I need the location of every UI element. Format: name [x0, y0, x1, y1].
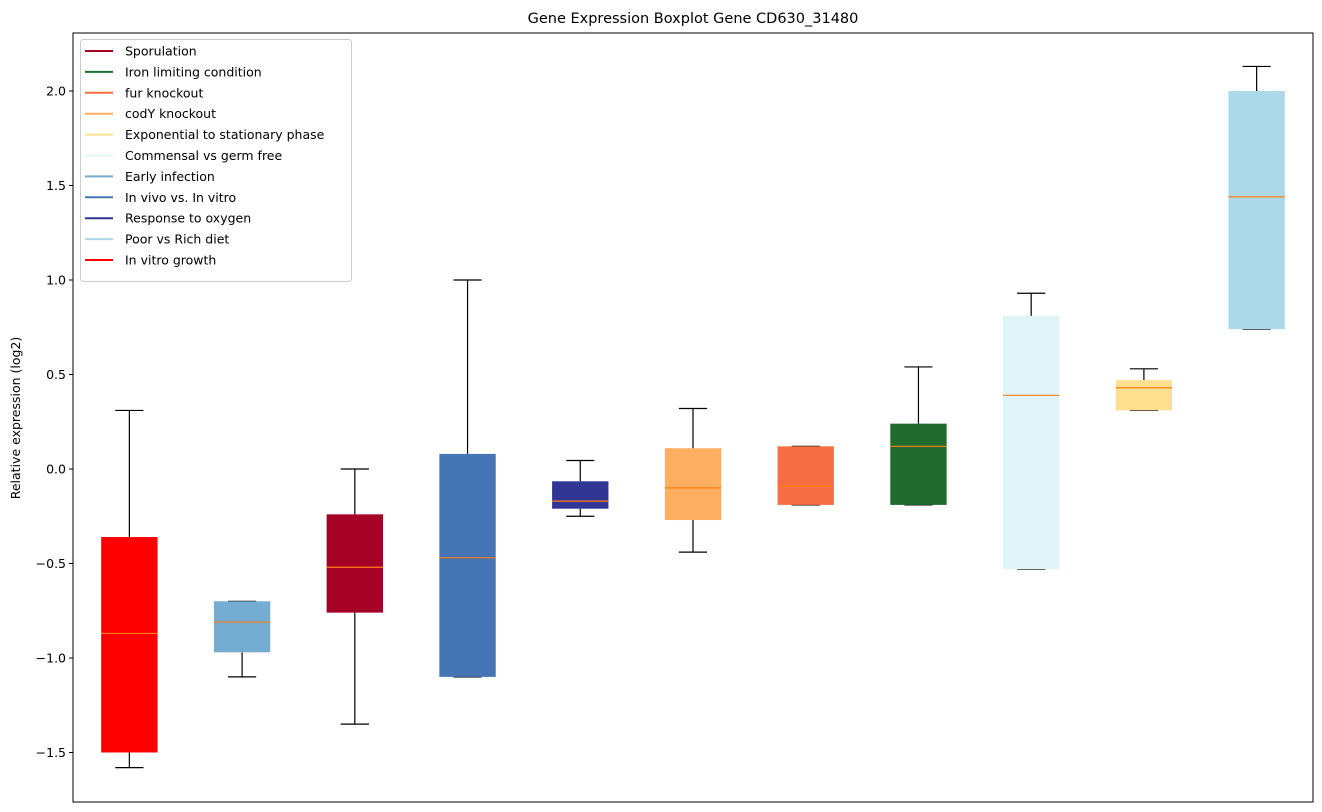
- box-fur-knockout: [777, 445, 834, 506]
- legend-label: In vitro growth: [125, 253, 216, 268]
- y-tick-label: −0.5: [36, 556, 66, 571]
- legend-label: Early infection: [125, 169, 215, 184]
- box-body: [890, 423, 947, 505]
- legend-label: Response to oxygen: [125, 211, 251, 226]
- legend-label: codY knockout: [125, 106, 216, 121]
- y-tick-label: 0.5: [46, 367, 66, 382]
- plot-area-frame: [72, 32, 1314, 803]
- legend-item: Response to oxygen: [85, 211, 251, 226]
- legend-label: Poor vs Rich diet: [125, 232, 229, 247]
- box-body: [552, 481, 609, 509]
- box-response-to-oxygen: [552, 459, 609, 517]
- y-tick-label: 0.0: [46, 461, 66, 476]
- y-tick-label: −1.0: [36, 650, 66, 665]
- box-body: [664, 448, 722, 521]
- box-iron-limiting-condition: [890, 366, 947, 506]
- legend-item: fur knockout: [85, 85, 203, 100]
- box-body: [326, 514, 383, 613]
- boxes: [101, 65, 1285, 769]
- legend-item: Iron limiting condition: [85, 64, 262, 79]
- box-body: [1003, 315, 1060, 570]
- box-cody-knockout: [664, 407, 722, 553]
- box-body: [101, 537, 158, 753]
- y-tick-label: −1.5: [36, 745, 66, 760]
- legend: Sporulation Iron limiting condition fur kn…: [80, 39, 352, 282]
- legend-item: Commensal vs germ free: [85, 148, 282, 163]
- legend-label: In vivo vs. In vitro: [125, 190, 236, 205]
- box-early-infection: [213, 600, 271, 678]
- box-in-vivo-vs-in-vitro: [439, 279, 496, 678]
- legend-label: Commensal vs germ free: [125, 148, 282, 163]
- box-body: [1115, 380, 1173, 411]
- legend-item: Exponential to stationary phase: [85, 127, 325, 142]
- legend-item: Early infection: [85, 169, 215, 184]
- y-tick-label: 1.0: [46, 273, 66, 288]
- box-in-vitro-growth: [101, 409, 158, 769]
- legend-item: codY knockout: [85, 106, 216, 121]
- legend-item: In vitro growth: [85, 253, 216, 268]
- box-commensal-vs-germ-free: [1003, 292, 1060, 570]
- legend-item: Sporulation: [85, 44, 197, 59]
- box-poor-vs-rich-diet: [1228, 65, 1285, 330]
- box-exponential-to-stationary-phase: [1115, 368, 1173, 412]
- box-body: [777, 446, 834, 505]
- legend-label: Sporulation: [125, 44, 197, 59]
- legend-label: Exponential to stationary phase: [125, 127, 325, 142]
- y-tick-label: 1.5: [46, 178, 66, 193]
- box-sporulation: [326, 468, 383, 725]
- legend-label: Iron limiting condition: [125, 64, 262, 79]
- chart-title: Gene Expression Boxplot Gene CD630_31480: [528, 11, 859, 27]
- y-axis-label: Relative expression (log2): [8, 337, 23, 500]
- legend-item: Poor vs Rich diet: [85, 232, 229, 247]
- legend-frame: [80, 39, 352, 282]
- box-body: [439, 453, 496, 677]
- legend-item: In vivo vs. In vitro: [85, 190, 236, 205]
- box-body: [1228, 91, 1285, 330]
- box-body: [213, 601, 271, 653]
- y-tick-label: 2.0: [46, 84, 66, 99]
- legend-label: fur knockout: [125, 85, 203, 100]
- y-axis-ticks: −1.5 −1.0 −0.5 0.0 0.5 1.0 1.5 2.0: [36, 84, 73, 760]
